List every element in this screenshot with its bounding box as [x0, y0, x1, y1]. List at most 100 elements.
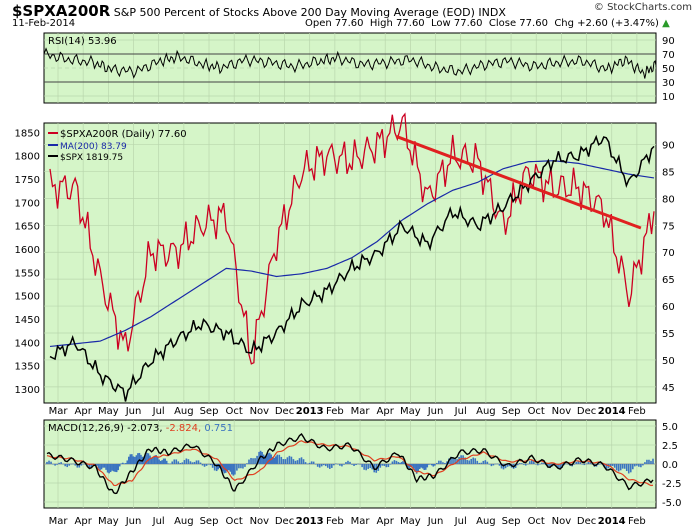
month-tick-label: Oct	[226, 516, 243, 527]
macd-histogram-bar	[292, 459, 295, 464]
macd-histogram-bar	[103, 464, 106, 468]
macd-histogram-bar	[185, 458, 188, 464]
macd-histogram-bar	[320, 464, 323, 467]
month-tick-label: Aug	[174, 516, 194, 527]
macd-histogram-bar	[496, 463, 499, 465]
right-axis-tick: 45	[662, 383, 675, 394]
macd-histogram-bar	[232, 464, 235, 476]
month-tick-label: Jun	[125, 406, 142, 417]
month-tick-label: Feb	[326, 516, 344, 527]
macd-histogram-bar	[203, 464, 206, 467]
trendline	[395, 135, 642, 230]
month-tick-label: Nov	[250, 516, 270, 527]
macd-histogram-bar	[402, 461, 404, 464]
macd-histogram-bar	[440, 460, 442, 464]
macd-histogram-bar	[115, 464, 118, 473]
macd-histogram-bar	[383, 464, 386, 466]
macd-histogram-bar	[70, 463, 73, 465]
macd-histogram-bar	[94, 464, 97, 465]
close-value: Close 77.60	[488, 18, 548, 29]
macd-histogram-bar	[528, 461, 531, 464]
macd-histogram-bar	[518, 463, 521, 464]
macd-histogram-bar	[217, 464, 219, 470]
macd-histogram-bar	[333, 464, 335, 466]
macd-histogram-bar	[415, 464, 418, 474]
macd-histogram-bar	[470, 458, 472, 464]
macd-histogram-bar	[629, 464, 632, 473]
macd-histogram-bar	[238, 464, 240, 469]
month-tick-label: Nov	[552, 406, 572, 417]
low-value: Low 77.60	[431, 18, 483, 29]
macd-histogram-bar	[642, 464, 644, 466]
macd-histogram-bar	[573, 464, 576, 465]
macd-histogram-bar	[306, 463, 309, 465]
macd-histogram-bar	[88, 464, 91, 469]
macd-histogram-bar	[100, 464, 103, 470]
macd-histogram-bar	[516, 464, 519, 466]
macd-histogram-bar	[476, 460, 479, 464]
macd-histogram-bar	[406, 464, 409, 468]
macd-histogram-bar	[583, 464, 586, 466]
left-axis-tick: 1750	[15, 175, 40, 186]
macd-histogram-bar	[284, 459, 287, 464]
macd-histogram-bar	[150, 457, 153, 464]
macd-histogram-bar	[250, 457, 252, 464]
macd-histogram-bar	[60, 462, 62, 464]
macd-histogram-bar	[310, 461, 313, 464]
macd-histogram-bar	[355, 464, 357, 466]
macd-histogram-bar	[162, 458, 165, 464]
month-tick-label: Dec	[577, 406, 596, 417]
macd-histogram-bar	[246, 463, 248, 464]
macd-histogram-bar	[271, 456, 274, 464]
macd-tick-label: 2.5	[662, 441, 678, 452]
macd-histogram-bar	[158, 459, 160, 464]
macd-histogram-bar	[211, 464, 214, 468]
macd-histogram-bar	[290, 456, 293, 464]
macd-histogram-bar	[609, 464, 612, 467]
macd-histogram-bar	[68, 464, 71, 466]
macd-histogram-bar	[472, 457, 475, 464]
month-tick-label: Jul	[152, 406, 165, 417]
macd-histogram-bar	[367, 464, 369, 469]
macd-histogram-bar	[613, 464, 616, 468]
macd-histogram-bar	[99, 464, 101, 471]
month-tick-label: Mar	[49, 516, 69, 527]
macd-histogram-bar	[480, 462, 483, 464]
macd-histogram-bar	[444, 462, 446, 464]
macd-histogram-bar	[632, 464, 634, 470]
macd-histogram-bar	[248, 459, 250, 464]
macd-legend: MACD(12,26,9) -2.073, -2.824, 0.751	[48, 423, 233, 434]
macd-histogram-bar	[201, 464, 204, 466]
macd-histogram-bar	[146, 452, 148, 464]
macd-histogram-bar	[149, 455, 151, 464]
month-tick-label: Sep	[200, 516, 219, 527]
macd-histogram-bar	[282, 459, 285, 464]
macd-histogram-bar	[274, 456, 277, 464]
macd-histogram-bar	[452, 457, 454, 464]
macd-histogram-bar	[226, 464, 229, 472]
right-axis-tick: 60	[662, 302, 675, 313]
legend-spxa: $SPXA200R (Daily) 77.60	[60, 129, 187, 140]
macd-histogram-bar	[171, 461, 174, 464]
left-axis-tick: 1350	[15, 362, 40, 373]
macd-histogram-bar	[438, 460, 440, 464]
macd-histogram-bar	[134, 456, 136, 464]
macd-line	[46, 433, 654, 495]
macd-histogram-bar	[567, 464, 569, 465]
macd-histogram-bar	[363, 464, 365, 470]
month-tick-label: Mar	[351, 406, 371, 417]
month-tick-label: May	[400, 406, 421, 417]
macd-histogram-bar	[412, 464, 415, 469]
left-axis-tick: 1800	[15, 152, 40, 163]
macd-histogram-bar	[191, 462, 194, 464]
left-axis-tick: 1700	[15, 198, 40, 209]
macd-tick-label: -5.0	[662, 498, 682, 509]
left-axis-tick: 1400	[15, 338, 40, 349]
macd-histogram-bar	[111, 464, 113, 471]
macd-histogram-bar	[143, 456, 145, 464]
macd-histogram-bar	[280, 456, 283, 464]
macd-histogram-bar	[581, 464, 584, 465]
left-axis-tick: 1500	[15, 292, 40, 303]
macd-histogram-bar	[420, 464, 423, 468]
description: S&P 500 Percent of Stocks Above 200 Day …	[113, 6, 475, 19]
